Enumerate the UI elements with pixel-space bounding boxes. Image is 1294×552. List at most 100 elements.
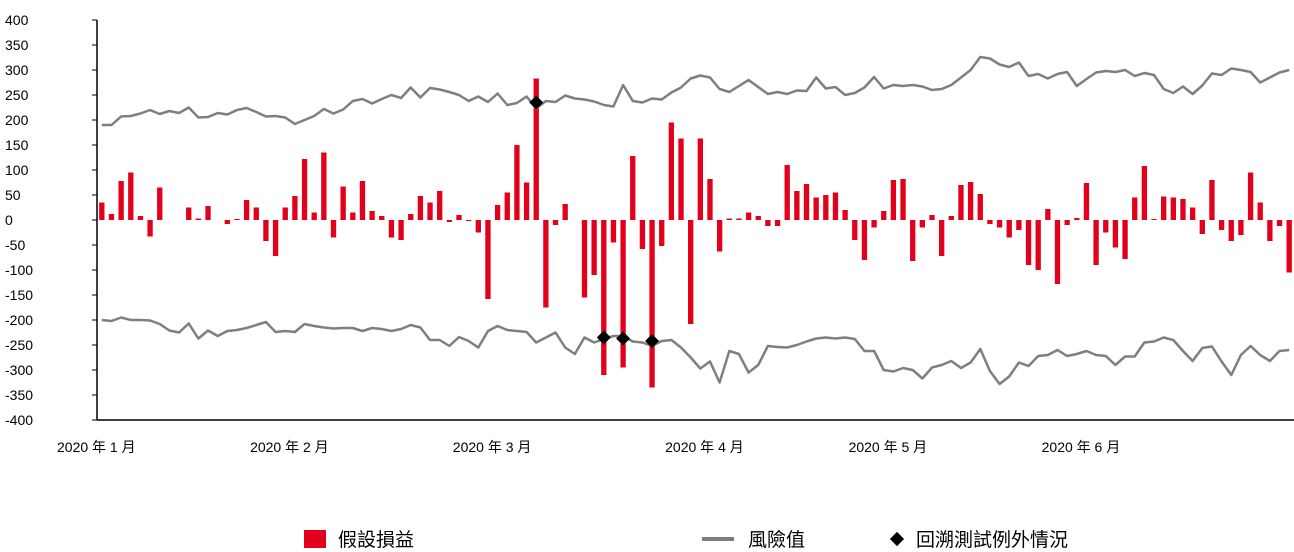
backtest-exception-marker — [616, 331, 631, 346]
pnl-bar — [456, 215, 462, 220]
pnl-bar — [494, 205, 501, 220]
pnl-bar — [659, 220, 665, 246]
pnl-bar — [552, 220, 559, 225]
y-tick-label: 0 — [5, 212, 13, 228]
pnl-bar — [263, 220, 269, 241]
pnl-bar — [485, 220, 491, 299]
pnl-bar — [205, 206, 211, 220]
pnl-bar — [639, 220, 646, 249]
pnl-bar — [697, 138, 703, 220]
pnl-bar — [186, 207, 192, 220]
y-tick-label: -100 — [5, 262, 33, 278]
pnl-bar — [562, 204, 568, 220]
pnl-bar — [765, 220, 771, 226]
pnl-bar — [707, 179, 713, 220]
pnl-bar — [417, 196, 424, 220]
pnl-bar — [137, 216, 144, 220]
pnl-bar — [630, 156, 636, 220]
pnl-bar — [523, 182, 530, 220]
y-tick-label: -300 — [5, 362, 33, 378]
pnl-bar — [1141, 166, 1148, 220]
pnl-bar — [745, 212, 752, 220]
pnl-bar — [1083, 183, 1090, 220]
pnl-bar — [350, 212, 356, 220]
pnl-bar — [929, 215, 935, 220]
pnl-bar — [369, 211, 375, 220]
var-lower-line — [101, 316, 1290, 386]
pnl-bar — [1103, 220, 1109, 233]
pnl-bar — [881, 211, 887, 220]
pnl-bar — [1093, 220, 1099, 265]
pnl-bar — [446, 220, 452, 222]
pnl-bar — [919, 220, 926, 228]
pnl-bar — [948, 216, 954, 220]
pnl-bar — [1199, 220, 1205, 234]
hypothetical-pnl-var-chart: 400 350 300 250 200 150 100 50 0 -50 -100 -150 -200 -… — [5, 12, 1294, 455]
pnl-bar — [147, 220, 153, 237]
legend-var: 風險值 — [702, 525, 805, 552]
pnl-bar — [832, 192, 839, 220]
pnl-bar — [1209, 180, 1215, 220]
pnl-bar — [688, 220, 694, 324]
y-tick-label: -350 — [5, 387, 33, 403]
pnl-bar — [301, 159, 308, 220]
pnl-bar — [465, 220, 472, 221]
pnl-bar — [601, 220, 607, 375]
pnl-bar — [321, 152, 327, 220]
x-tick-label: 2020 年 3 月 — [453, 439, 532, 455]
pnl-bar — [128, 172, 134, 220]
y-tick-label: -250 — [5, 337, 33, 353]
exception-markers — [529, 95, 660, 348]
pnl-bar — [803, 184, 810, 220]
pnl-bar — [910, 220, 916, 261]
pnl-bar — [900, 179, 906, 220]
pnl-bar — [1180, 199, 1186, 220]
pnl-bar — [543, 220, 549, 308]
pnl-bar — [736, 218, 742, 220]
pnl-bar — [1276, 220, 1283, 226]
pnl-bar — [234, 219, 240, 220]
pnl-bar — [243, 200, 250, 220]
pnl-bar — [726, 218, 732, 220]
pnl-bar — [852, 220, 858, 240]
pnl-bar — [99, 202, 105, 220]
pnl-bar — [581, 220, 588, 298]
y-axis-tick-labels: 400 350 300 250 200 150 100 50 0 -50 -100 -150 -200 -… — [5, 12, 33, 428]
pnl-bar — [1286, 220, 1292, 273]
y-tick-label: -200 — [5, 312, 33, 328]
pnl-bar — [1257, 202, 1263, 220]
backtest-exception-marker — [645, 334, 660, 348]
y-tick-label: -400 — [5, 412, 33, 428]
pnl-bar — [292, 196, 298, 220]
pnl-bar — [1035, 220, 1041, 270]
backtest-exception-marker — [596, 330, 611, 345]
pnl-bar — [1228, 220, 1234, 241]
pnl-bar — [388, 220, 395, 238]
pnl-bar — [504, 192, 510, 220]
y-tick-label: 300 — [5, 62, 29, 78]
pnl-bar — [157, 187, 163, 220]
pnl-bar — [1151, 219, 1157, 220]
legend-swatch-bar — [304, 529, 326, 548]
pnl-bar — [311, 212, 317, 220]
y-tick-label: 350 — [5, 37, 29, 53]
pnl-bar — [784, 165, 790, 220]
pnl-bar — [408, 214, 414, 220]
pnl-bar — [427, 202, 433, 220]
pnl-bar — [272, 220, 279, 256]
pnl-bar — [794, 191, 800, 220]
y-tick-label: -50 — [5, 237, 25, 253]
pnl-bar — [1238, 220, 1244, 235]
pnl-bar — [1064, 220, 1070, 225]
pnl-bar — [1112, 220, 1119, 248]
y-tick-label: 150 — [5, 137, 29, 153]
pnl-bar — [195, 218, 202, 220]
pnl-bar — [1170, 197, 1176, 220]
pnl-bar — [108, 214, 115, 220]
pnl-bar — [861, 220, 868, 260]
x-tick-label: 2020 年 1 月 — [57, 439, 136, 455]
pnl-bar — [668, 122, 675, 220]
pnl-bar — [591, 220, 597, 275]
pnl-bar — [1054, 220, 1061, 284]
y-tick-label: 200 — [5, 112, 29, 128]
